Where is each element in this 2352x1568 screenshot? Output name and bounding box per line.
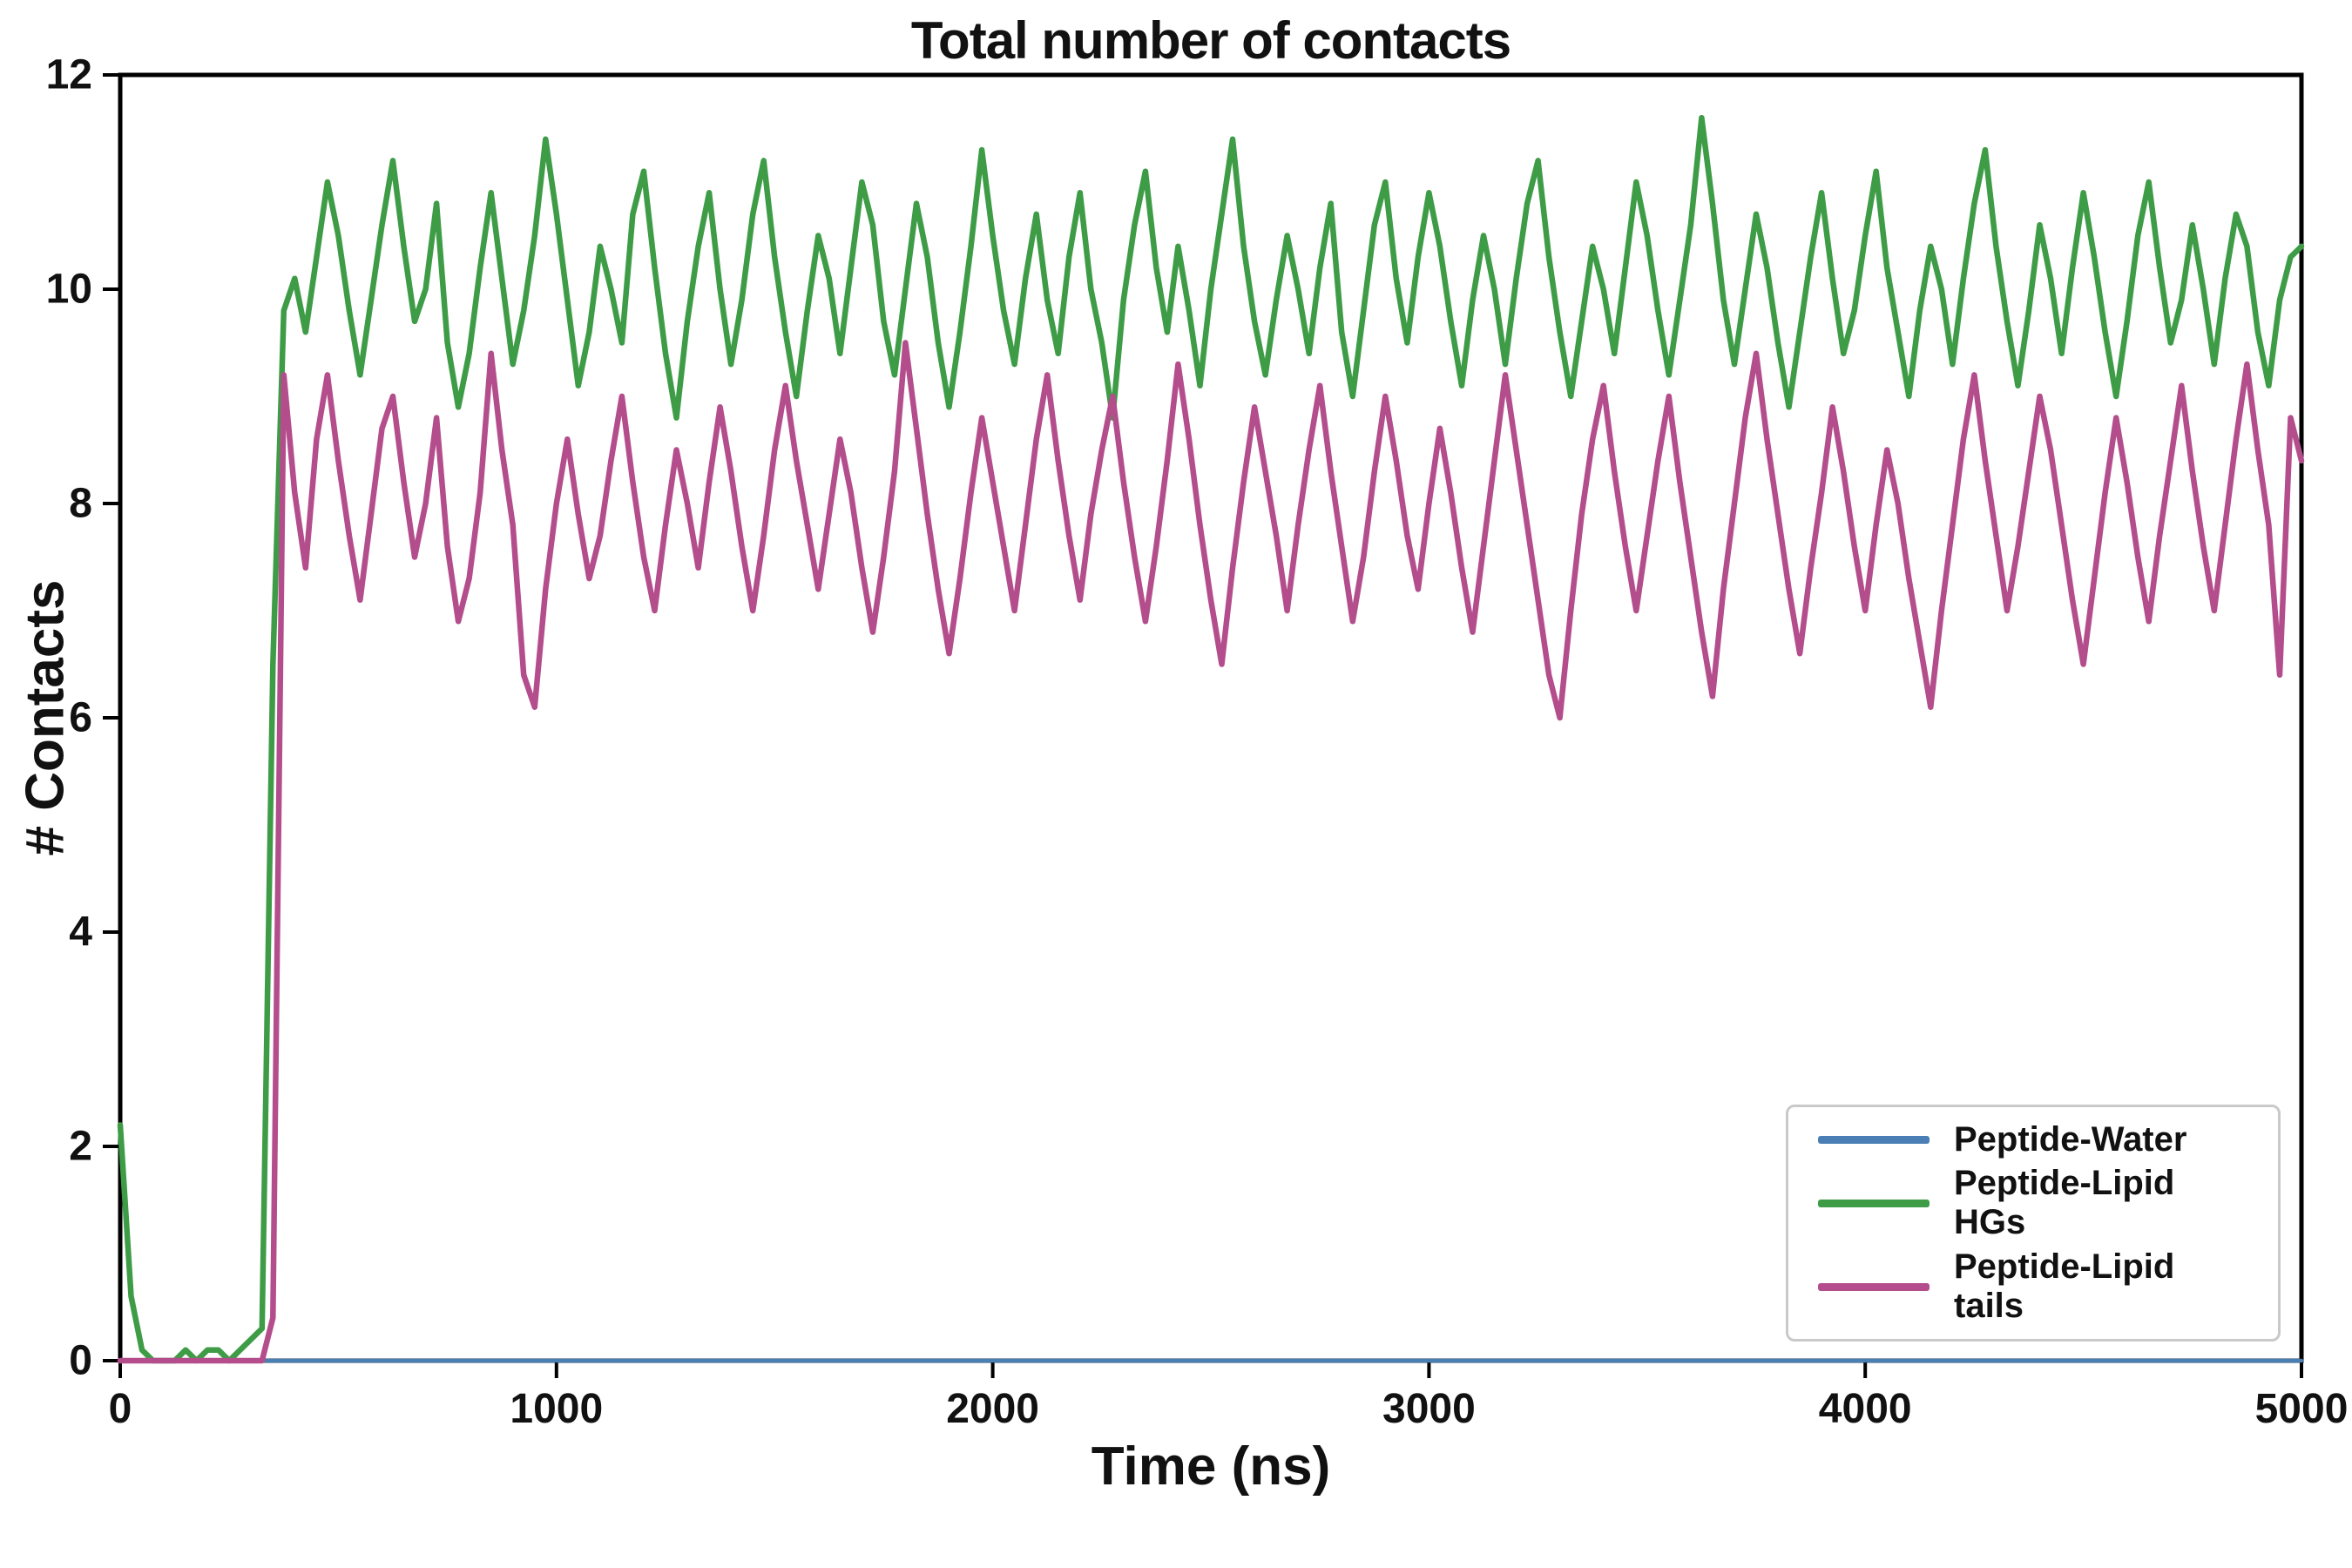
legend-item-label: Peptide-Lipid HGs: [1954, 1164, 2175, 1242]
y-tick-label: 0: [69, 1337, 92, 1384]
x-tick-label: 3000: [1382, 1386, 1476, 1432]
legend-item: Peptide-Lipid HGs: [1788, 1164, 2278, 1242]
series-line-peptide-lipid-tails: [117, 340, 2305, 1364]
y-tick-label: 12: [45, 51, 92, 98]
legend-item-label: Peptide-Lipid tails: [1954, 1247, 2175, 1326]
legend: Peptide-Water Peptide-Lipid HGs Peptide-Li…: [1786, 1105, 2281, 1342]
series-line-peptide-lipid-hgs: [117, 114, 2305, 1364]
x-tick-label: 4000: [1818, 1386, 1912, 1432]
y-tick-label: 10: [45, 266, 92, 313]
x-tick-label: 0: [108, 1386, 132, 1432]
y-tick-label: 8: [69, 480, 92, 527]
x-tick-label: 1000: [510, 1386, 604, 1432]
y-tick-label: 6: [69, 694, 92, 741]
legend-item: Peptide-Water: [1788, 1120, 2278, 1159]
y-tick-label: 4: [69, 909, 92, 956]
legend-line-swatch: [1818, 1135, 1930, 1144]
chart-title: Total number of contacts: [910, 11, 1511, 70]
legend-line-swatch: [1818, 1282, 1930, 1291]
x-axis-label: Time (ns): [1091, 1436, 1331, 1497]
legend-item: Peptide-Lipid tails: [1788, 1247, 2278, 1326]
x-tick-label: 2000: [946, 1386, 1039, 1432]
x-tick-label: 5000: [2254, 1386, 2349, 1432]
legend-item-label: Peptide-Water: [1954, 1119, 2187, 1159]
legend-line-swatch: [1818, 1199, 1930, 1207]
y-tick-label: 2: [69, 1123, 92, 1170]
